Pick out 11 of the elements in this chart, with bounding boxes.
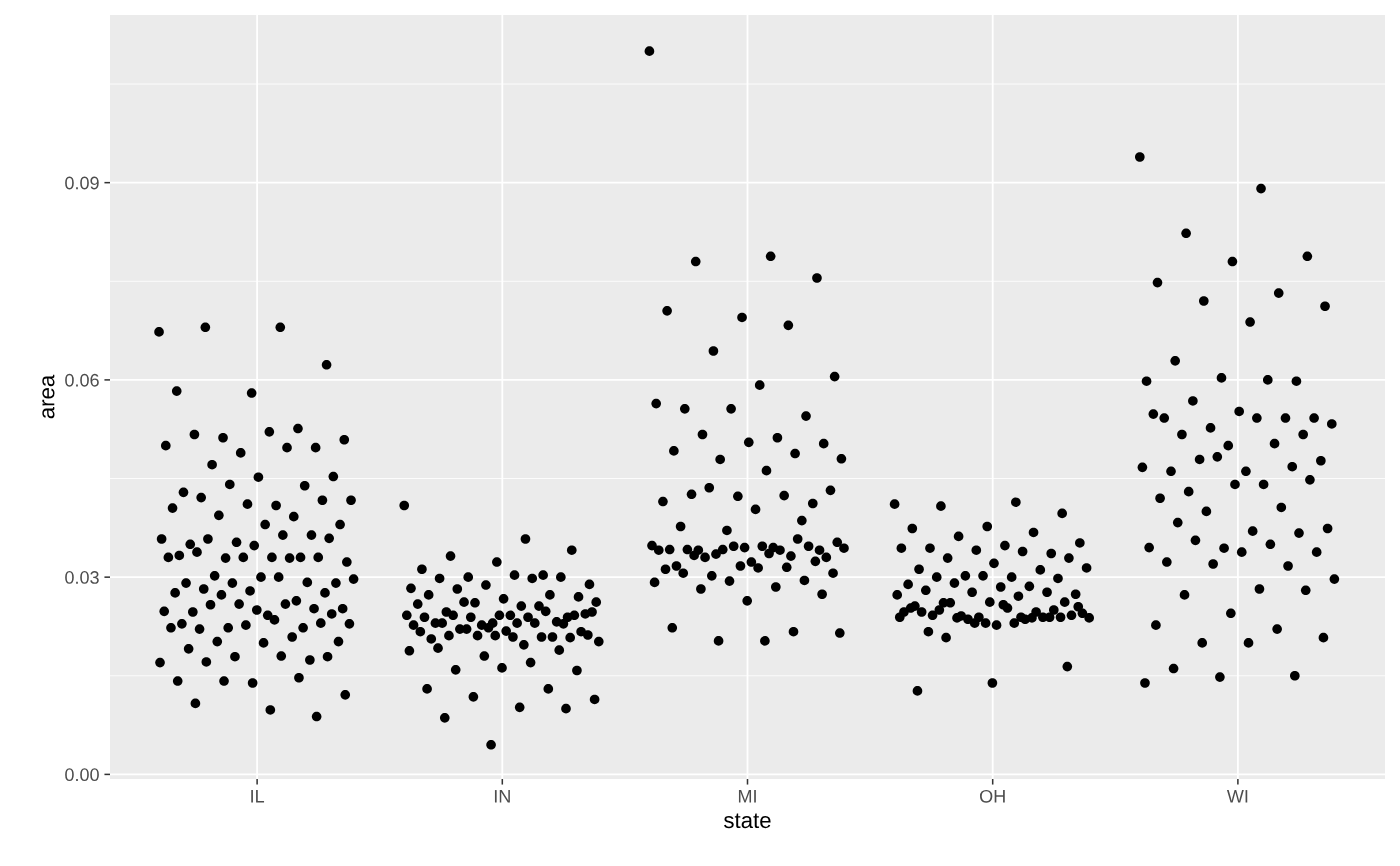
y-tick-label: 0.09 <box>65 176 99 190</box>
y-tick-label: 0.03 <box>65 571 99 584</box>
x-tick-label: IL <box>251 790 265 803</box>
x-tick-label: IN <box>494 790 510 803</box>
y-axis-title: area <box>42 374 55 419</box>
x-tick-label: OH <box>980 789 1005 803</box>
x-axis-title: state <box>724 813 771 829</box>
y-tick-label: 0.00 <box>65 768 99 782</box>
y-tick-label: 0.06 <box>65 373 99 387</box>
x-tick-label: MI <box>738 790 756 803</box>
x-tick-label: WI <box>1226 790 1248 803</box>
